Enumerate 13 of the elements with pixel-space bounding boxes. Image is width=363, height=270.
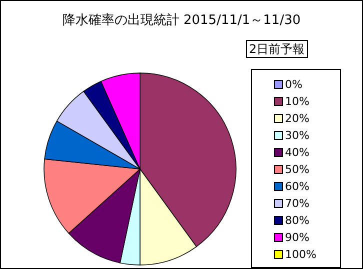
legend-label: 100%	[285, 248, 316, 261]
legend-label: 50%	[285, 163, 310, 176]
legend-label: 30%	[285, 129, 310, 142]
legend-label: 70%	[285, 197, 310, 210]
legend-label: 80%	[285, 214, 310, 227]
legend-label: 60%	[285, 180, 310, 193]
legend-label: 20%	[285, 112, 310, 125]
legend-title: 2日前予報	[246, 40, 308, 58]
legend-label: 10%	[285, 95, 310, 108]
chart-title: 降水確率の出現統計 2015/11/1～11/30	[61, 12, 302, 29]
legend-label: 40%	[285, 146, 310, 159]
legend-label: 0%	[285, 78, 302, 91]
legend-label: 90%	[285, 231, 310, 244]
